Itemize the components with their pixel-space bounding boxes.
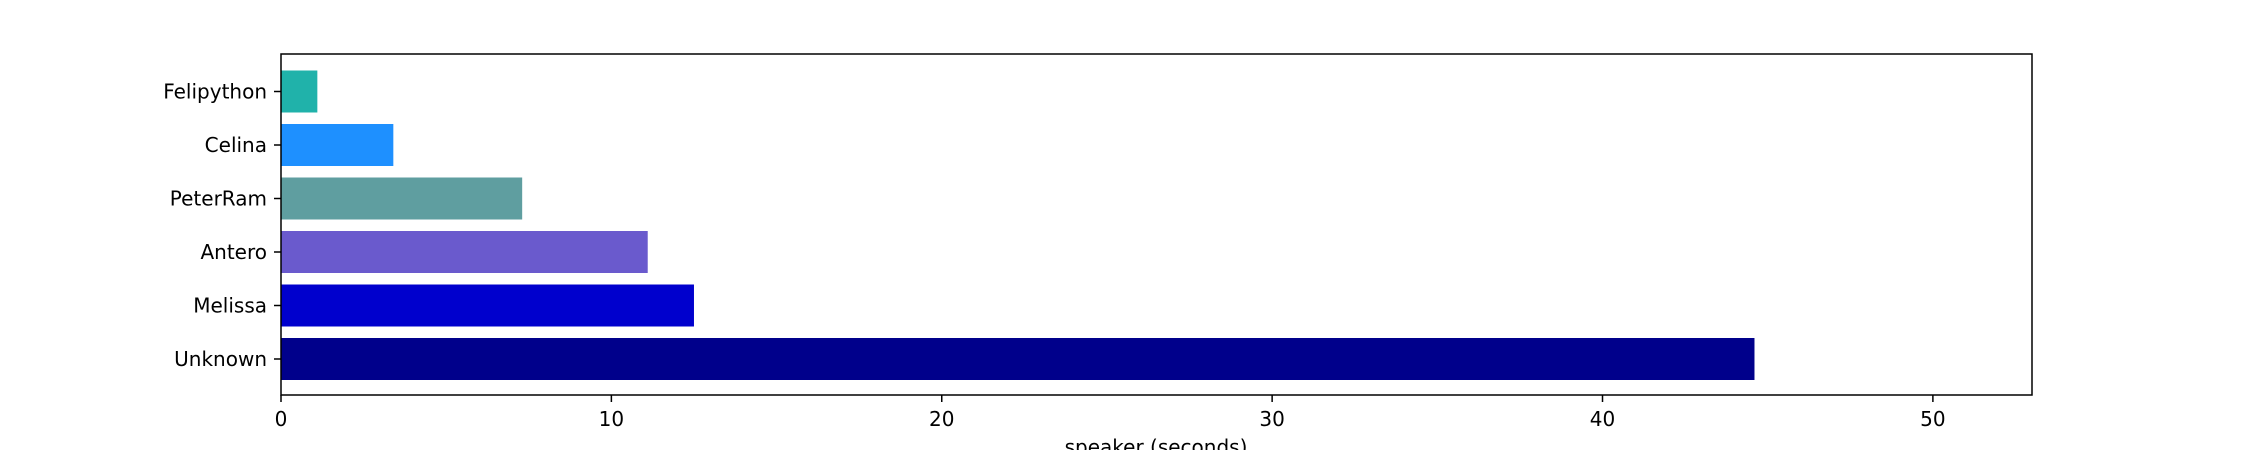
x-tick-label: 20 <box>929 407 954 431</box>
y-tick-label: Antero <box>200 240 267 264</box>
x-axis-title: speaker (seconds) <box>1065 435 1248 450</box>
bar-peterram <box>281 177 523 220</box>
x-axis-ticks: 0 10 20 30 40 50 <box>275 395 1946 431</box>
x-tick-label: 10 <box>599 407 624 431</box>
bar-felipython <box>281 70 318 113</box>
y-tick-label: Unknown <box>174 347 267 371</box>
bars-group <box>281 70 1755 380</box>
y-tick-label: Celina <box>205 133 267 157</box>
bar-celina <box>281 124 394 166</box>
x-tick-label: 30 <box>1259 407 1284 431</box>
y-tick-label: Melissa <box>193 294 267 318</box>
x-tick-label: 50 <box>1920 407 1945 431</box>
bar-antero <box>281 231 648 273</box>
y-tick-label: PeterRam <box>170 187 267 211</box>
x-tick-label: 0 <box>275 407 288 431</box>
x-tick-label: 40 <box>1590 407 1615 431</box>
bar-melissa <box>281 284 694 327</box>
bar-unknown <box>281 338 1755 380</box>
y-axis-ticks: Unknown Melissa Antero PeterRam Celina Felipy… <box>163 80 281 371</box>
plot-frame <box>280 53 2033 396</box>
y-tick-label: Felipython <box>163 80 267 104</box>
